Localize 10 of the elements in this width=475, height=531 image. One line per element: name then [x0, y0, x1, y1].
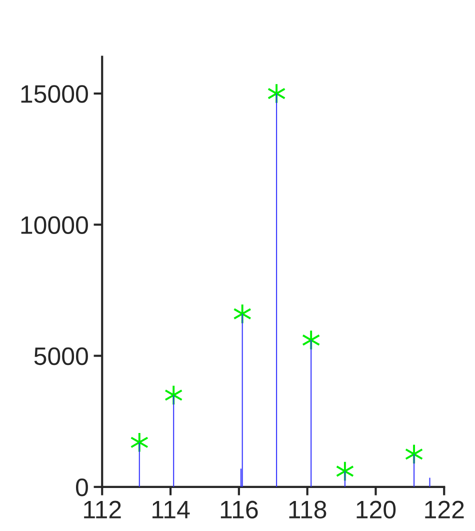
x-tick-label: 114 [152, 501, 190, 518]
y-tick-label: 15000 [21, 85, 88, 103]
x-tick-label: 116 [220, 500, 258, 518]
x-tick-label: 118 [289, 500, 326, 518]
y-tick-label: 10000 [21, 216, 88, 234]
x-tick-label: 112 [84, 500, 121, 518]
y-tick-label: 0 [76, 478, 88, 496]
x-tick-label: 120 [356, 500, 396, 518]
x-tick-label: 122 [425, 500, 464, 518]
y-tick-label: 5000 [34, 347, 88, 366]
